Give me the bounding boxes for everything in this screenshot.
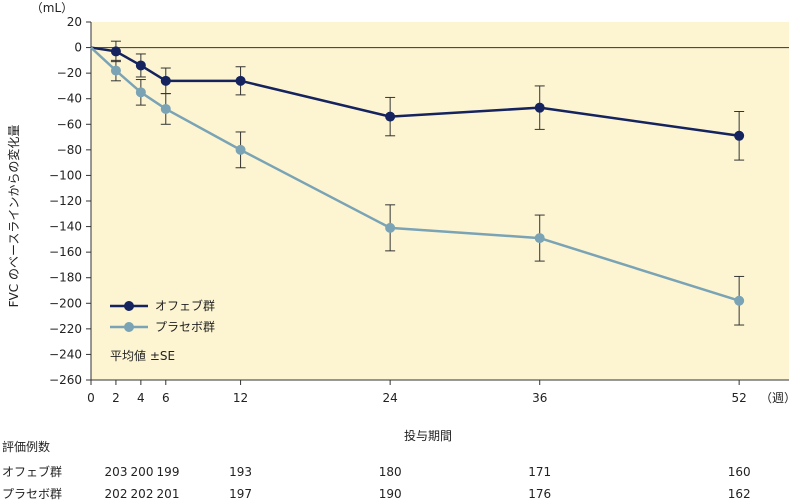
y-unit-label: （mL） [31, 1, 73, 15]
data-point [110, 65, 121, 76]
x-tick-label: 36 [532, 391, 547, 405]
legend-marker [124, 301, 134, 311]
y-tick-label: −40 [57, 92, 82, 106]
table-header: 評価例数 [2, 439, 50, 454]
table-cell: 202 [105, 487, 128, 501]
table-cell: 200 [131, 465, 154, 479]
x-tick-label: 0 [87, 391, 95, 405]
series-placebo [90, 46, 745, 326]
x-tick-label: 4 [137, 391, 145, 405]
table-cell: 202 [131, 487, 154, 501]
data-point [160, 103, 171, 114]
y-tick-label: −200 [49, 296, 82, 310]
y-tick-label: −100 [49, 168, 82, 182]
y-tick-label: −220 [49, 322, 82, 336]
table-cell: 160 [728, 465, 751, 479]
table-cell: 190 [379, 487, 402, 501]
data-point [734, 295, 745, 306]
y-tick-label: −60 [57, 117, 82, 131]
table-cell: 197 [229, 487, 252, 501]
table-cell: 199 [157, 465, 180, 479]
table-cell: 162 [728, 487, 751, 501]
legend-label: プラセボ群 [155, 320, 215, 334]
y-tick-label: −160 [49, 245, 82, 259]
y-tick-label: −180 [49, 271, 82, 285]
data-point [734, 130, 745, 141]
y-axis-label: FVC のベースラインからの変化量 [6, 125, 21, 308]
legend-note: 平均値 ±SE [110, 348, 175, 363]
data-point [135, 87, 146, 98]
y-tick-label: −260 [49, 373, 82, 387]
y-tick-label: −120 [49, 194, 82, 208]
x-tick-label: 24 [383, 391, 398, 405]
data-point [534, 233, 545, 244]
table-cell: 176 [528, 487, 551, 501]
data-point [534, 102, 545, 113]
data-point [160, 75, 171, 86]
y-tick-label: 20 [67, 15, 82, 29]
y-tick-label: 0 [74, 41, 82, 55]
data-point [235, 144, 246, 155]
x-unit-label: （週） [760, 391, 796, 405]
x-tick-label: 6 [162, 391, 170, 405]
table-cell: 180 [379, 465, 402, 479]
table-row: 203 200 199 193 180 171 160 [105, 465, 751, 479]
data-point [110, 46, 121, 57]
data-point [135, 60, 146, 71]
x-tick-label: 12 [233, 391, 248, 405]
series-line [90, 46, 740, 302]
data-point [235, 75, 246, 86]
data-point [385, 111, 396, 122]
y-tick-label: −240 [49, 347, 82, 361]
y-tick-label: −20 [57, 66, 82, 80]
table-cell: 201 [157, 487, 180, 501]
x-tick-label: 52 [732, 391, 747, 405]
table-row: 202 202 201 197 190 176 162 [105, 487, 751, 501]
y-tick-label: −80 [57, 143, 82, 157]
y-tick-label: −140 [49, 220, 82, 234]
legend-marker [124, 322, 134, 332]
legend-label: オフェブ群 [155, 298, 215, 313]
x-axis-title: 投与期間 [404, 428, 452, 443]
x-tick-label: 2 [112, 391, 120, 405]
table-cell: 193 [229, 465, 252, 479]
table-row-label-placebo: プラセボ群 [2, 487, 62, 501]
table-cell: 203 [105, 465, 128, 479]
table-row-label-ofev: オフェブ群 [2, 464, 62, 479]
data-point [385, 222, 396, 233]
table-cell: 171 [528, 465, 551, 479]
